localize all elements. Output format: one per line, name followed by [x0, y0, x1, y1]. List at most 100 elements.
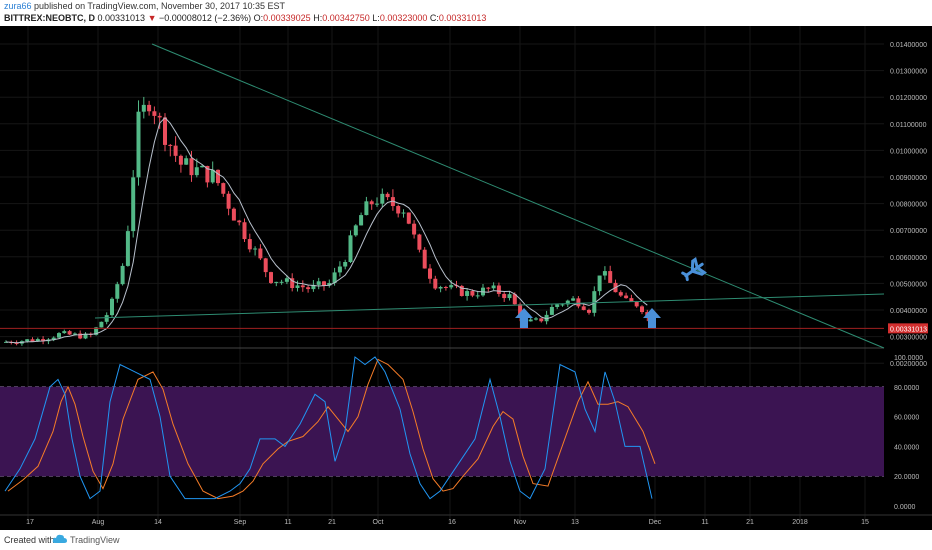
current-price-label: 0.00331013 — [890, 326, 927, 333]
candle — [19, 340, 24, 346]
candle — [539, 318, 544, 323]
candle — [253, 246, 258, 256]
candle — [300, 280, 305, 292]
stoch-band — [0, 386, 884, 477]
price-tick-label: 0.00400000 — [890, 308, 927, 315]
candle — [496, 282, 501, 297]
candle — [263, 257, 268, 278]
candle — [481, 284, 485, 297]
osc-tick-label: 60.0000 — [894, 415, 919, 422]
candle — [465, 288, 470, 301]
price-tick-label: 0.00700000 — [890, 228, 927, 235]
candle — [131, 170, 136, 238]
up-arrow-icon[interactable] — [515, 308, 533, 328]
candle — [152, 106, 157, 125]
candle — [364, 196, 369, 216]
candle — [602, 266, 607, 280]
symbol-label[interactable]: BITTREX:NEOBTC, D — [4, 13, 95, 23]
publish-info: zura66 published on TradingView.com, Nov… — [4, 1, 285, 11]
candle — [613, 279, 618, 293]
time-tick-label: 16 — [448, 519, 456, 526]
price-axis[interactable]: 0.01400000 0.01300000 0.01200000 0.01100000… — [886, 26, 932, 368]
candle — [290, 273, 295, 292]
candle — [528, 317, 533, 322]
time-tick-label: Aug — [92, 519, 105, 526]
up-arrow-icon[interactable] — [643, 308, 661, 328]
ohlc-info: BITTREX:NEOBTC, D 0.00331013 ▼ −0.000080… — [4, 13, 486, 23]
candle — [459, 284, 464, 297]
time-tick-label: 21 — [746, 519, 754, 526]
candle — [406, 212, 411, 225]
annotations[interactable] — [515, 256, 707, 328]
candle — [216, 169, 220, 186]
resistance-trendline[interactable] — [151, 43, 885, 349]
chart-svg[interactable]: 0.01400000 0.01300000 0.01200000 0.01100000… — [0, 26, 932, 530]
time-axis[interactable]: 17 Aug 14 Sep 11 21 Oct 16 Nov 13 Dec 11 21 2018 15 — [0, 514, 932, 526]
candle — [401, 209, 406, 218]
tradingview-logo-icon — [52, 534, 67, 543]
candle — [412, 220, 417, 239]
candle — [353, 224, 358, 237]
candle — [337, 261, 342, 277]
price-tick-label: 0.01200000 — [890, 95, 927, 102]
price-tick-label: 0.01400000 — [890, 42, 927, 49]
trendlines[interactable] — [94, 43, 885, 349]
candle — [449, 280, 454, 290]
candle — [231, 207, 236, 221]
candle — [120, 263, 125, 286]
candle — [390, 189, 395, 211]
candle — [507, 291, 512, 301]
candle — [618, 290, 623, 298]
candle — [422, 247, 427, 269]
candle — [67, 330, 72, 335]
candle — [486, 286, 491, 292]
high-value: 0.00342750 — [322, 13, 370, 23]
price-tick-label: 0.01100000 — [890, 122, 927, 129]
airplane-icon[interactable] — [680, 256, 707, 283]
candle — [380, 188, 385, 208]
candle — [279, 279, 284, 285]
candle — [258, 244, 263, 261]
change-arrow-icon: ▼ — [147, 13, 157, 23]
osc-tick-label: 0.0000 — [894, 504, 916, 511]
candle — [210, 161, 215, 184]
candle — [157, 112, 162, 129]
candle — [385, 192, 390, 201]
price-tick-label: 0.01000000 — [890, 148, 927, 155]
time-tick-label: Oct — [373, 519, 384, 526]
candle — [189, 150, 194, 182]
candle — [587, 308, 591, 315]
candle — [125, 225, 130, 267]
candle — [99, 321, 104, 328]
candle — [549, 304, 554, 316]
candle — [576, 296, 581, 309]
candle — [316, 277, 321, 290]
candle — [571, 296, 576, 302]
time-tick-label: 11 — [284, 519, 291, 526]
candle — [141, 96, 146, 119]
oscillator-axis[interactable]: 100.0000 80.0000 60.0000 40.0000 20.0000 0.00… — [894, 355, 923, 511]
candle — [226, 191, 231, 216]
candle — [443, 285, 448, 291]
candle — [274, 281, 279, 287]
candle — [640, 305, 644, 315]
candle — [184, 155, 189, 165]
last-price: 0.00331013 — [97, 13, 146, 23]
candle — [30, 337, 35, 342]
candle — [369, 199, 374, 210]
candle — [173, 136, 178, 162]
price-candles — [4, 96, 650, 346]
candle — [41, 336, 46, 345]
candle — [581, 303, 586, 311]
candle — [433, 275, 438, 290]
footer: Created with TradingView — [0, 530, 932, 550]
candle — [46, 338, 51, 345]
candle — [284, 275, 289, 285]
candle — [178, 154, 183, 173]
author-link[interactable]: zura66 — [4, 1, 32, 11]
chart-canvas[interactable]: 0.01400000 0.01300000 0.01200000 0.01100000… — [0, 26, 932, 530]
created-with-label: Created with — [4, 535, 55, 545]
tradingview-brand[interactable]: TradingView — [70, 535, 120, 545]
candle — [475, 290, 480, 299]
support-trendline[interactable] — [94, 293, 885, 319]
